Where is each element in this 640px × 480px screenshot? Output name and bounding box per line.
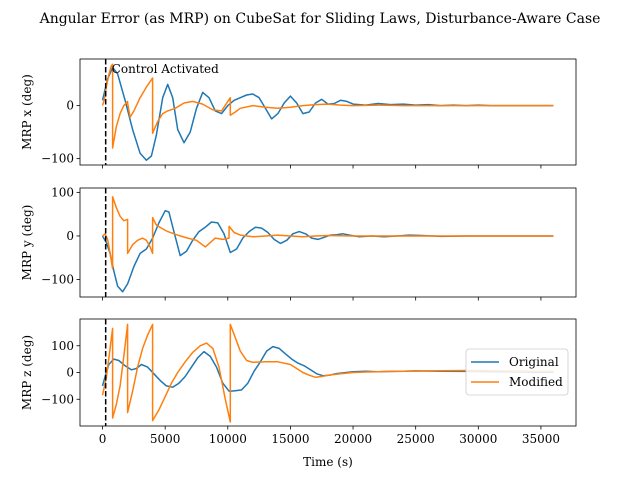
x-tick-label: 10000 (209, 432, 247, 446)
x-tick-label: 0 (99, 432, 107, 446)
series-line-original-panel-1 (101, 66, 554, 161)
chart-title: Angular Error (as MRP) on CubeSat for Sl… (39, 11, 601, 27)
legend-box (465, 348, 569, 396)
y-tick-label: 0 (66, 99, 74, 113)
y-tick-label: −100 (41, 152, 74, 166)
x-tick-label: 35000 (522, 432, 560, 446)
legend-label-modified: Modified (509, 375, 563, 389)
series-line-modified-panel-2 (102, 195, 554, 270)
y-axis-label-panel-1: MRP x (deg) (20, 74, 34, 150)
x-tick-label: 15000 (271, 432, 309, 446)
y-axis-label-panel-3: MRP z (deg) (20, 335, 34, 410)
legend: Original Modified (465, 348, 569, 396)
y-tick-label: 0 (66, 366, 74, 380)
x-tick-label: 20000 (334, 432, 372, 446)
panel-2: −100 0 100 MRP y (deg) (20, 185, 577, 301)
y-tick-label: 0 (66, 229, 74, 243)
panel-3: −100 0 100 0 5000 10000 15000 20000 25000 30000 35… (20, 318, 577, 446)
y-tick-label: −100 (41, 273, 74, 287)
x-tick-label: 5000 (150, 432, 181, 446)
series-line-modified-panel-1 (101, 63, 554, 149)
x-axis-label: Time (s) (303, 455, 353, 469)
legend-label-original: Original (509, 355, 559, 369)
y-axis-label-panel-2: MRP y (deg) (20, 205, 34, 281)
x-tick-label: 30000 (459, 432, 497, 446)
axes-frame-panel-1 (79, 58, 577, 166)
y-tick-label: 100 (51, 185, 74, 199)
y-tick-label: 100 (51, 339, 74, 353)
control-activated-annotation: Control Activated (112, 62, 219, 76)
x-tick-label: 25000 (397, 432, 435, 446)
panel-1: −100 0 MRP x (deg) Control Activated (20, 58, 577, 169)
series-line-modified-panel-3 (101, 323, 554, 423)
axes-frame-panel-2 (79, 187, 577, 298)
y-tick-label: −100 (41, 392, 74, 406)
series-line-original-panel-2 (101, 209, 554, 293)
